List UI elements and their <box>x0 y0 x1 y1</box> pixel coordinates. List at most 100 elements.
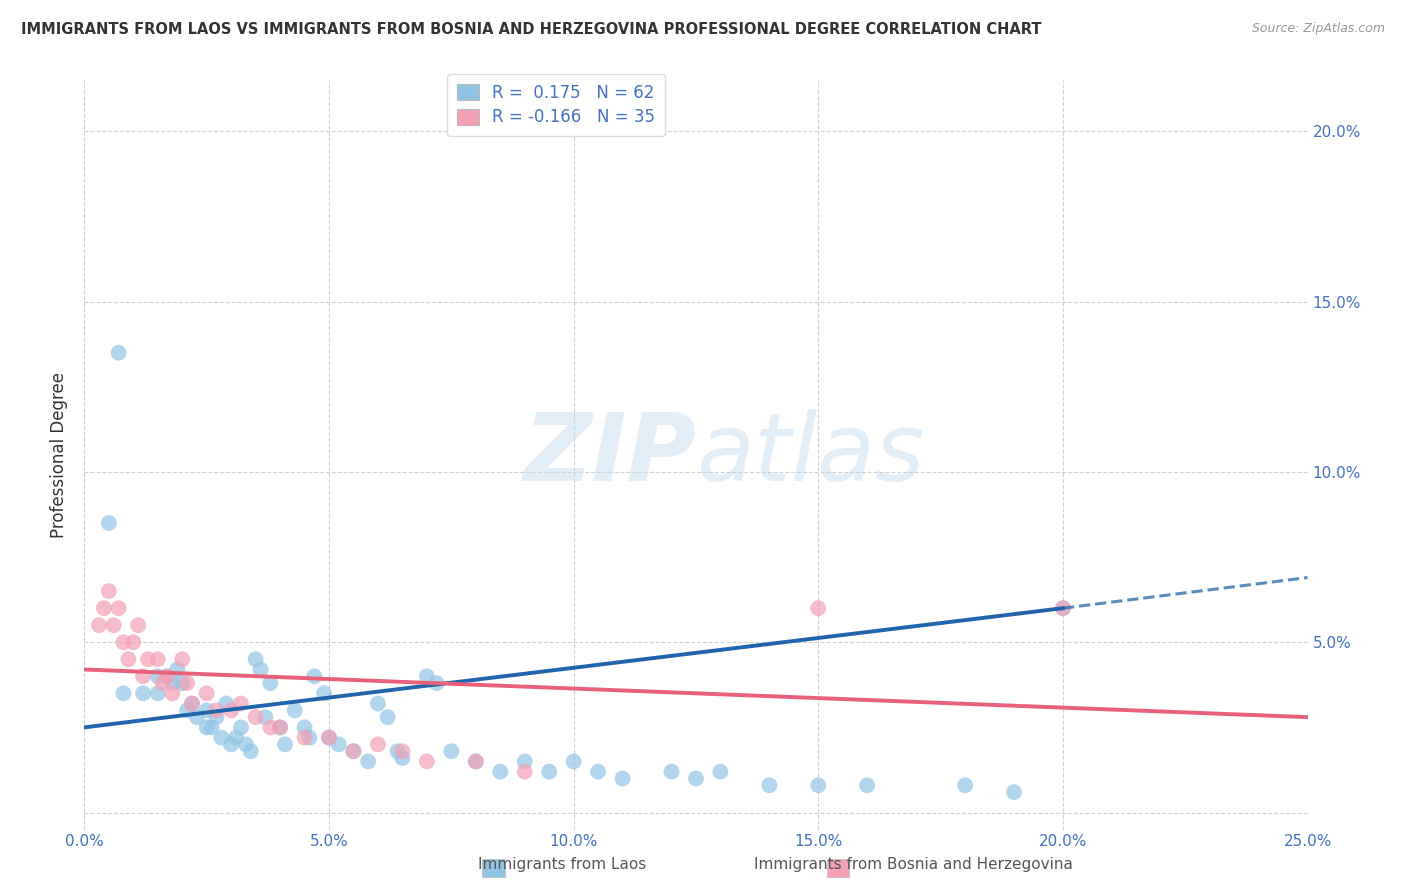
Point <box>586 764 609 779</box>
Point <box>103 618 125 632</box>
Point <box>195 686 218 700</box>
Point <box>709 764 731 779</box>
Point <box>162 686 184 700</box>
Point <box>146 686 169 700</box>
Point <box>112 635 135 649</box>
Point <box>416 755 439 769</box>
Point <box>87 618 110 632</box>
Point <box>464 755 486 769</box>
Point <box>146 669 169 683</box>
Point <box>294 720 316 734</box>
Point <box>274 738 297 752</box>
Text: atlas: atlas <box>696 409 924 500</box>
Point <box>513 755 536 769</box>
Point <box>245 652 267 666</box>
Point <box>209 731 232 745</box>
Point <box>117 652 139 666</box>
Point <box>152 676 174 690</box>
Point <box>304 669 326 683</box>
Point <box>367 697 389 711</box>
Point <box>219 738 242 752</box>
Point <box>200 720 222 734</box>
Point <box>107 345 129 359</box>
Point <box>132 686 155 700</box>
Point <box>758 778 780 792</box>
Point <box>342 744 364 758</box>
Point <box>464 755 486 769</box>
Point <box>215 697 238 711</box>
Point <box>146 652 169 666</box>
Text: Immigrants from Bosnia and Herzegovina: Immigrants from Bosnia and Herzegovina <box>755 857 1073 872</box>
Point <box>294 731 316 745</box>
Point <box>195 720 218 734</box>
Text: Immigrants from Laos: Immigrants from Laos <box>478 857 647 872</box>
Point <box>225 731 247 745</box>
Point <box>391 744 413 758</box>
Point <box>269 720 291 734</box>
Legend: R =  0.175   N = 62, R = -0.166   N = 35: R = 0.175 N = 62, R = -0.166 N = 35 <box>447 74 665 136</box>
Point <box>298 731 321 745</box>
Point <box>229 720 252 734</box>
Point <box>612 772 634 786</box>
Point <box>97 584 120 599</box>
Point <box>93 601 115 615</box>
Point <box>807 778 830 792</box>
Point <box>166 663 188 677</box>
Point <box>328 738 350 752</box>
Point <box>387 744 409 758</box>
Point <box>416 669 439 683</box>
Text: IMMIGRANTS FROM LAOS VS IMMIGRANTS FROM BOSNIA AND HERZEGOVINA PROFESSIONAL DEGR: IMMIGRANTS FROM LAOS VS IMMIGRANTS FROM … <box>21 22 1042 37</box>
Point <box>112 686 135 700</box>
Point <box>269 720 291 734</box>
Point <box>856 778 879 792</box>
Point <box>314 686 336 700</box>
Point <box>284 703 307 717</box>
Point <box>562 755 585 769</box>
Point <box>245 710 267 724</box>
Point <box>176 676 198 690</box>
Point <box>318 731 340 745</box>
Point <box>127 618 149 632</box>
Point <box>259 720 281 734</box>
Point <box>162 676 184 690</box>
Point <box>661 764 683 779</box>
Point <box>1052 601 1074 615</box>
Point <box>254 710 277 724</box>
Point <box>259 676 281 690</box>
Point <box>181 697 204 711</box>
Point <box>172 676 194 690</box>
Point <box>440 744 463 758</box>
Point <box>195 703 218 717</box>
Point <box>156 669 179 683</box>
Point <box>1052 601 1074 615</box>
Point <box>1002 785 1025 799</box>
Point <box>132 669 155 683</box>
Y-axis label: Professional Degree: Professional Degree <box>51 372 69 538</box>
Point <box>318 731 340 745</box>
Point <box>685 772 707 786</box>
Point <box>136 652 159 666</box>
Point <box>235 738 257 752</box>
Point <box>249 663 271 677</box>
Point <box>186 710 208 724</box>
Text: Source: ZipAtlas.com: Source: ZipAtlas.com <box>1251 22 1385 36</box>
Point <box>205 710 228 724</box>
Point <box>176 703 198 717</box>
Point <box>367 738 389 752</box>
Text: ZIP: ZIP <box>523 409 696 501</box>
Point <box>156 669 179 683</box>
Point <box>219 703 242 717</box>
Point <box>391 751 413 765</box>
Point <box>357 755 380 769</box>
Point <box>426 676 449 690</box>
Point <box>181 697 204 711</box>
Point <box>513 764 536 779</box>
Point <box>489 764 512 779</box>
Point <box>953 778 976 792</box>
Point <box>205 703 228 717</box>
Point <box>107 601 129 615</box>
Point <box>122 635 145 649</box>
Point <box>342 744 364 758</box>
Point <box>172 652 194 666</box>
Point <box>239 744 262 758</box>
